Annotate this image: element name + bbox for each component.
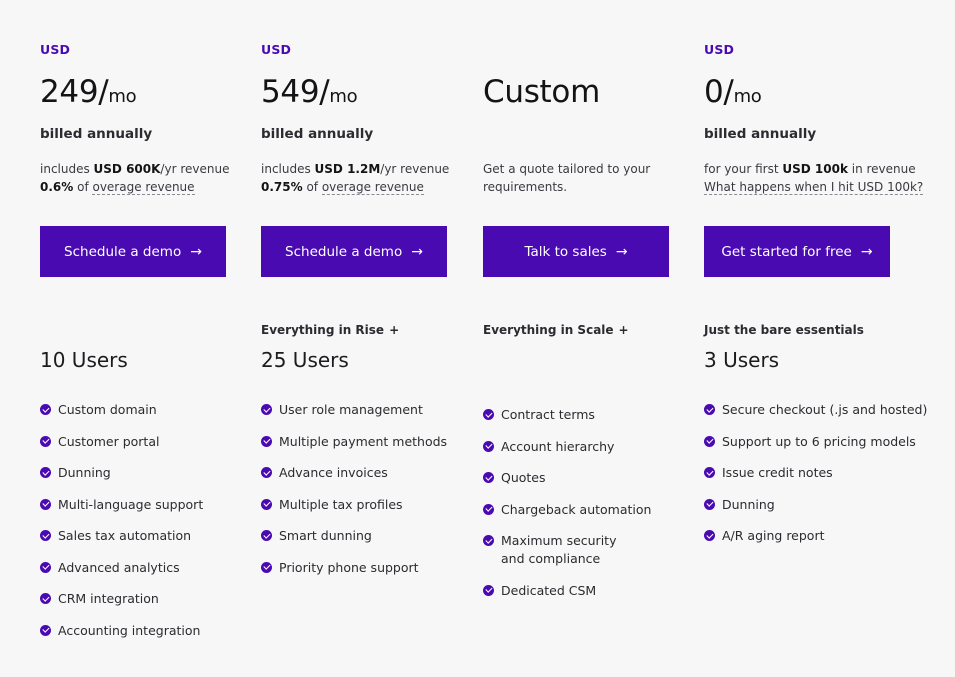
- feature-item: Sales tax automation: [40, 527, 203, 545]
- check-circle-icon: [40, 467, 51, 478]
- check-circle-icon: [40, 561, 51, 573]
- plan-currency: USD: [704, 42, 735, 57]
- billing-period: billed annually: [40, 126, 153, 142]
- check-circle-icon: [483, 503, 494, 515]
- feature-list: User role management Multiple payment me…: [261, 401, 447, 590]
- plan-currency: USD: [261, 42, 292, 57]
- feature-item: Multiple payment methods: [261, 433, 447, 451]
- feature-item: Quotes: [483, 469, 651, 487]
- check-circle-icon: [40, 530, 51, 541]
- check-circle-icon: [704, 404, 715, 415]
- check-circle-icon: [483, 584, 494, 596]
- check-circle-icon: [704, 498, 715, 510]
- previous-tier-note: Everything in Rise +: [261, 323, 400, 337]
- plan-description: Get a quote tailored to your requirement…: [483, 162, 651, 194]
- feature-item: CRM integration: [40, 590, 203, 608]
- check-circle-icon: [261, 404, 272, 415]
- arrow-right-icon: →: [860, 243, 873, 260]
- schedule-demo-button[interactable]: Schedule a demo →: [40, 226, 226, 277]
- feature-item: Advance invoices: [261, 464, 447, 482]
- overage-revenue-link[interactable]: overage revenue: [321, 180, 424, 195]
- talk-to-sales-button[interactable]: Talk to sales →: [483, 226, 669, 277]
- plus-icon: +: [389, 323, 400, 337]
- check-circle-icon: [40, 593, 51, 604]
- plan-price: 0/mo: [704, 74, 762, 110]
- feature-item: Custom domain: [40, 401, 203, 419]
- check-circle-icon: [704, 435, 715, 447]
- feature-item: User role management: [261, 401, 447, 419]
- check-circle-icon: [40, 435, 51, 447]
- feature-item: Accounting integration: [40, 622, 203, 640]
- plan-users: 3 Users: [704, 348, 780, 372]
- feature-item: Priority phone support: [261, 559, 447, 577]
- feature-list: Secure checkout (.js and hosted) Support…: [704, 401, 927, 559]
- plus-icon: +: [618, 323, 629, 337]
- feature-item: Multiple tax profiles: [261, 496, 447, 514]
- check-circle-icon: [40, 498, 51, 510]
- faq-link[interactable]: What happens when I hit USD 100k?: [704, 180, 924, 195]
- plan-description: for your first USD 100k in revenue What …: [704, 162, 924, 195]
- feature-list: Contract terms Account hierarchy Quotes …: [483, 406, 651, 613]
- plan-description: includes USD 1.2M/yr revenue 0.75% of ov…: [261, 162, 450, 195]
- get-started-button[interactable]: Get started for free →: [704, 226, 890, 277]
- feature-item: Advanced analytics: [40, 559, 203, 577]
- check-circle-icon: [40, 624, 51, 636]
- feature-item: Account hierarchy: [483, 438, 651, 456]
- plan-price: Custom: [483, 74, 600, 110]
- feature-item: Maximum security and compliance: [483, 532, 633, 568]
- billing-period: billed annually: [704, 126, 817, 142]
- check-circle-icon: [483, 535, 494, 546]
- previous-tier-note: Just the bare essentials: [704, 323, 864, 337]
- check-circle-icon: [261, 435, 272, 447]
- feature-item: Secure checkout (.js and hosted): [704, 401, 927, 419]
- feature-item: Dedicated CSM: [483, 582, 651, 600]
- check-circle-icon: [704, 530, 715, 541]
- check-circle-icon: [483, 472, 494, 483]
- feature-item: Chargeback automation: [483, 501, 651, 519]
- plan-users: 10 Users: [40, 348, 128, 372]
- arrow-right-icon: →: [615, 243, 628, 260]
- arrow-right-icon: →: [190, 243, 202, 260]
- feature-item: Contract terms: [483, 406, 651, 424]
- feature-list: Custom domain Customer portal Dunning Mu…: [40, 401, 203, 653]
- plan-description: includes USD 600K/yr revenue 0.6% of ove…: [40, 162, 230, 195]
- check-circle-icon: [40, 404, 51, 415]
- check-circle-icon: [261, 561, 272, 573]
- overage-revenue-link[interactable]: overage revenue: [92, 180, 195, 195]
- plan-price: 549/mo: [261, 74, 358, 110]
- feature-item: Dunning: [40, 464, 203, 482]
- plan-users: 25 Users: [261, 348, 349, 372]
- check-circle-icon: [704, 467, 715, 478]
- feature-item: Multi-language support: [40, 496, 203, 514]
- previous-tier-note: Everything in Scale +: [483, 323, 629, 337]
- check-circle-icon: [483, 409, 494, 420]
- feature-item: Customer portal: [40, 433, 203, 451]
- check-circle-icon: [261, 498, 272, 510]
- arrow-right-icon: →: [411, 243, 423, 260]
- check-circle-icon: [483, 440, 494, 452]
- feature-item: Smart dunning: [261, 527, 447, 545]
- plan-price: 249/mo: [40, 74, 137, 110]
- billing-period: billed annually: [261, 126, 374, 142]
- check-circle-icon: [261, 530, 272, 541]
- feature-item: Support up to 6 pricing models: [704, 433, 927, 451]
- feature-item: A/R aging report: [704, 527, 927, 545]
- check-circle-icon: [261, 467, 272, 478]
- feature-item: Dunning: [704, 496, 927, 514]
- plan-currency: USD: [40, 42, 71, 57]
- schedule-demo-button[interactable]: Schedule a demo →: [261, 226, 447, 277]
- feature-item: Issue credit notes: [704, 464, 927, 482]
